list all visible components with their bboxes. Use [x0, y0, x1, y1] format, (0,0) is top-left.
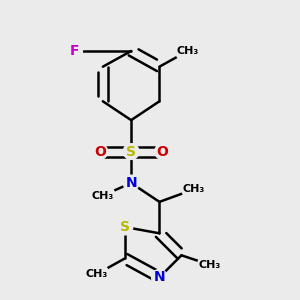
Circle shape — [198, 253, 222, 277]
Text: S: S — [120, 220, 130, 234]
Circle shape — [123, 175, 139, 191]
Text: CH₃: CH₃ — [199, 260, 221, 270]
Text: N: N — [125, 176, 137, 190]
Circle shape — [91, 184, 115, 208]
Circle shape — [176, 39, 200, 63]
Circle shape — [182, 177, 206, 201]
Circle shape — [152, 269, 167, 285]
Circle shape — [123, 144, 139, 159]
Text: N: N — [154, 270, 165, 284]
Circle shape — [155, 144, 170, 159]
Text: CH₃: CH₃ — [177, 46, 199, 56]
Text: CH₃: CH₃ — [85, 269, 108, 279]
Circle shape — [67, 43, 82, 59]
Circle shape — [117, 219, 133, 235]
Circle shape — [85, 262, 109, 286]
Text: S: S — [126, 145, 136, 159]
Text: F: F — [70, 44, 79, 58]
Text: CH₃: CH₃ — [183, 184, 205, 194]
Text: CH₃: CH₃ — [92, 190, 114, 201]
Circle shape — [92, 144, 108, 159]
Text: O: O — [94, 145, 106, 159]
Text: O: O — [157, 145, 169, 159]
